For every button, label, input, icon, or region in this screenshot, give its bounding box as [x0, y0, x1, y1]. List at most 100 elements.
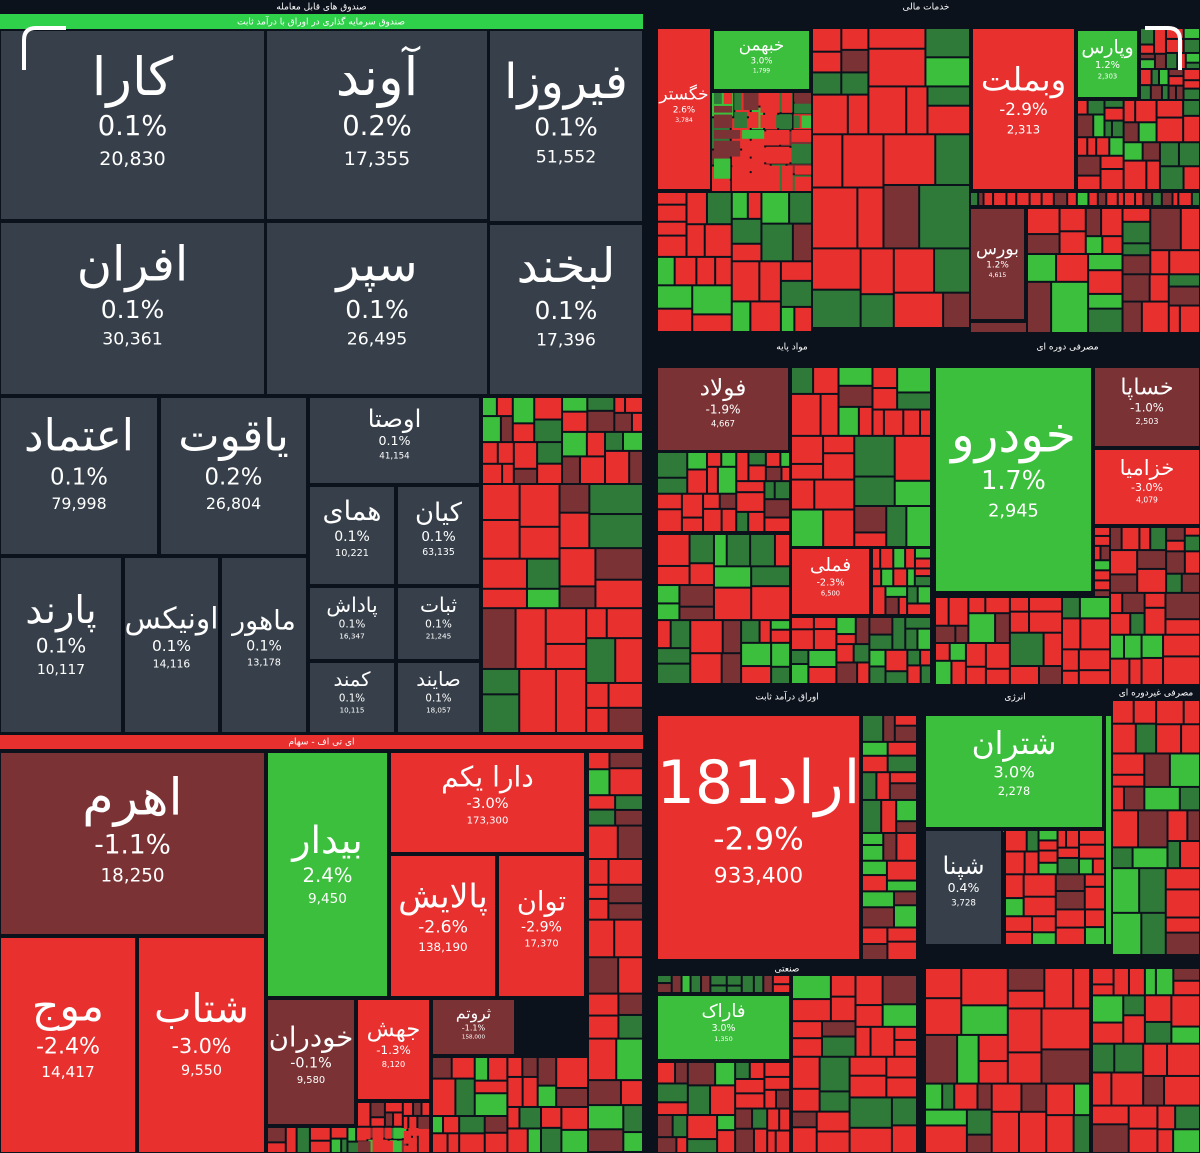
small-tile [691, 654, 721, 683]
small-tile [921, 666, 930, 683]
section-title: انرژی [1004, 693, 1025, 703]
stock-volume: 158,000 [462, 1035, 486, 1041]
small-tile [658, 286, 692, 308]
small-tile [966, 643, 985, 666]
small-tile [1089, 271, 1122, 293]
small-tile [1153, 193, 1161, 205]
small-tile [915, 577, 930, 586]
stock-symbol: بیدار [290, 818, 363, 862]
section-title: خدمات مالی [903, 3, 950, 13]
small-tile [348, 1142, 367, 1152]
stock-tile [0, 396, 159, 556]
small-tile [926, 1126, 966, 1152]
stock-symbol: خبهمن [739, 34, 784, 55]
small-tile [393, 1127, 402, 1139]
small-tile [535, 398, 562, 419]
small-tile [1063, 671, 1078, 684]
small-tile [616, 639, 642, 682]
small-tile [1165, 1076, 1199, 1105]
small-tile [580, 457, 605, 483]
small-tile [1088, 138, 1096, 155]
small-tile [587, 683, 608, 707]
stock-tile [308, 485, 396, 586]
stock-tile [265, 221, 489, 396]
small-tile [842, 29, 868, 49]
small-tile [737, 512, 748, 531]
stock-symbol: جهش [367, 1017, 421, 1043]
small-tile [821, 394, 838, 435]
small-tile [483, 398, 496, 416]
small-tile [831, 997, 855, 1021]
small-tile [589, 796, 615, 809]
small-tile [516, 609, 545, 668]
stock-volume: 138,190 [418, 940, 467, 954]
small-tile [1085, 887, 1104, 909]
small-tile [1063, 598, 1079, 618]
stock-tile [431, 998, 516, 1056]
small-tile [720, 494, 736, 508]
small-tile [588, 411, 614, 431]
stock-volume: 2,313 [1007, 122, 1040, 136]
small-tile [503, 464, 513, 483]
small-tile [556, 669, 586, 732]
small-tile [560, 485, 589, 512]
small-tile [1184, 116, 1199, 142]
small-tile [1095, 536, 1109, 545]
small-tile [765, 482, 774, 499]
small-tile [1143, 143, 1159, 160]
small-tile [508, 1077, 522, 1106]
small-tile [528, 1129, 540, 1152]
small-tile [1093, 985, 1113, 995]
small-tile [742, 140, 765, 157]
stock-volume: 20,830 [99, 148, 165, 170]
small-tile [1145, 969, 1155, 995]
small-tile [926, 969, 961, 998]
small-tile [385, 1140, 393, 1152]
small-tile [527, 589, 559, 608]
small-tile [1101, 546, 1109, 560]
small-tile [962, 1006, 1007, 1034]
stock-volume: 10,221 [335, 548, 369, 559]
section-header-bg [0, 0, 643, 14]
stock-change: 0.2% [342, 111, 412, 142]
small-tile [1144, 1076, 1164, 1105]
stock-volume: 1,799 [753, 67, 770, 74]
stock-tile [790, 547, 871, 616]
small-tile [839, 368, 872, 385]
small-tile [609, 860, 642, 884]
small-tile [782, 467, 789, 481]
small-tile [624, 1106, 642, 1132]
small-tile [1173, 193, 1178, 205]
small-tile [908, 604, 930, 614]
small-tile [856, 976, 882, 1005]
small-tile [748, 112, 759, 129]
small-tile [1028, 282, 1051, 332]
small-tile [727, 976, 741, 985]
small-tile [723, 93, 733, 104]
small-tile [1152, 70, 1158, 85]
small-tile [1068, 193, 1076, 205]
small-tile [781, 93, 793, 113]
small-tile [1129, 969, 1144, 995]
small-tile [1123, 222, 1150, 243]
small-tile [1078, 156, 1100, 175]
small-tile [1063, 619, 1080, 649]
small-tile [403, 1103, 413, 1115]
small-tile [814, 630, 836, 649]
small-tile [1124, 143, 1142, 160]
stock-volume: 18,250 [101, 866, 165, 887]
small-tile [837, 618, 855, 634]
small-tile [863, 773, 876, 799]
small-tile [1169, 287, 1199, 305]
small-tile [883, 1005, 916, 1026]
small-tile [414, 1103, 421, 1115]
small-tile [1028, 209, 1059, 234]
small-tile [908, 650, 920, 665]
small-tile [1142, 913, 1165, 954]
small-tile [677, 1138, 687, 1152]
small-tile [587, 432, 605, 456]
small-tile [617, 1039, 642, 1080]
small-tile [907, 507, 930, 546]
small-tile [926, 1035, 957, 1083]
